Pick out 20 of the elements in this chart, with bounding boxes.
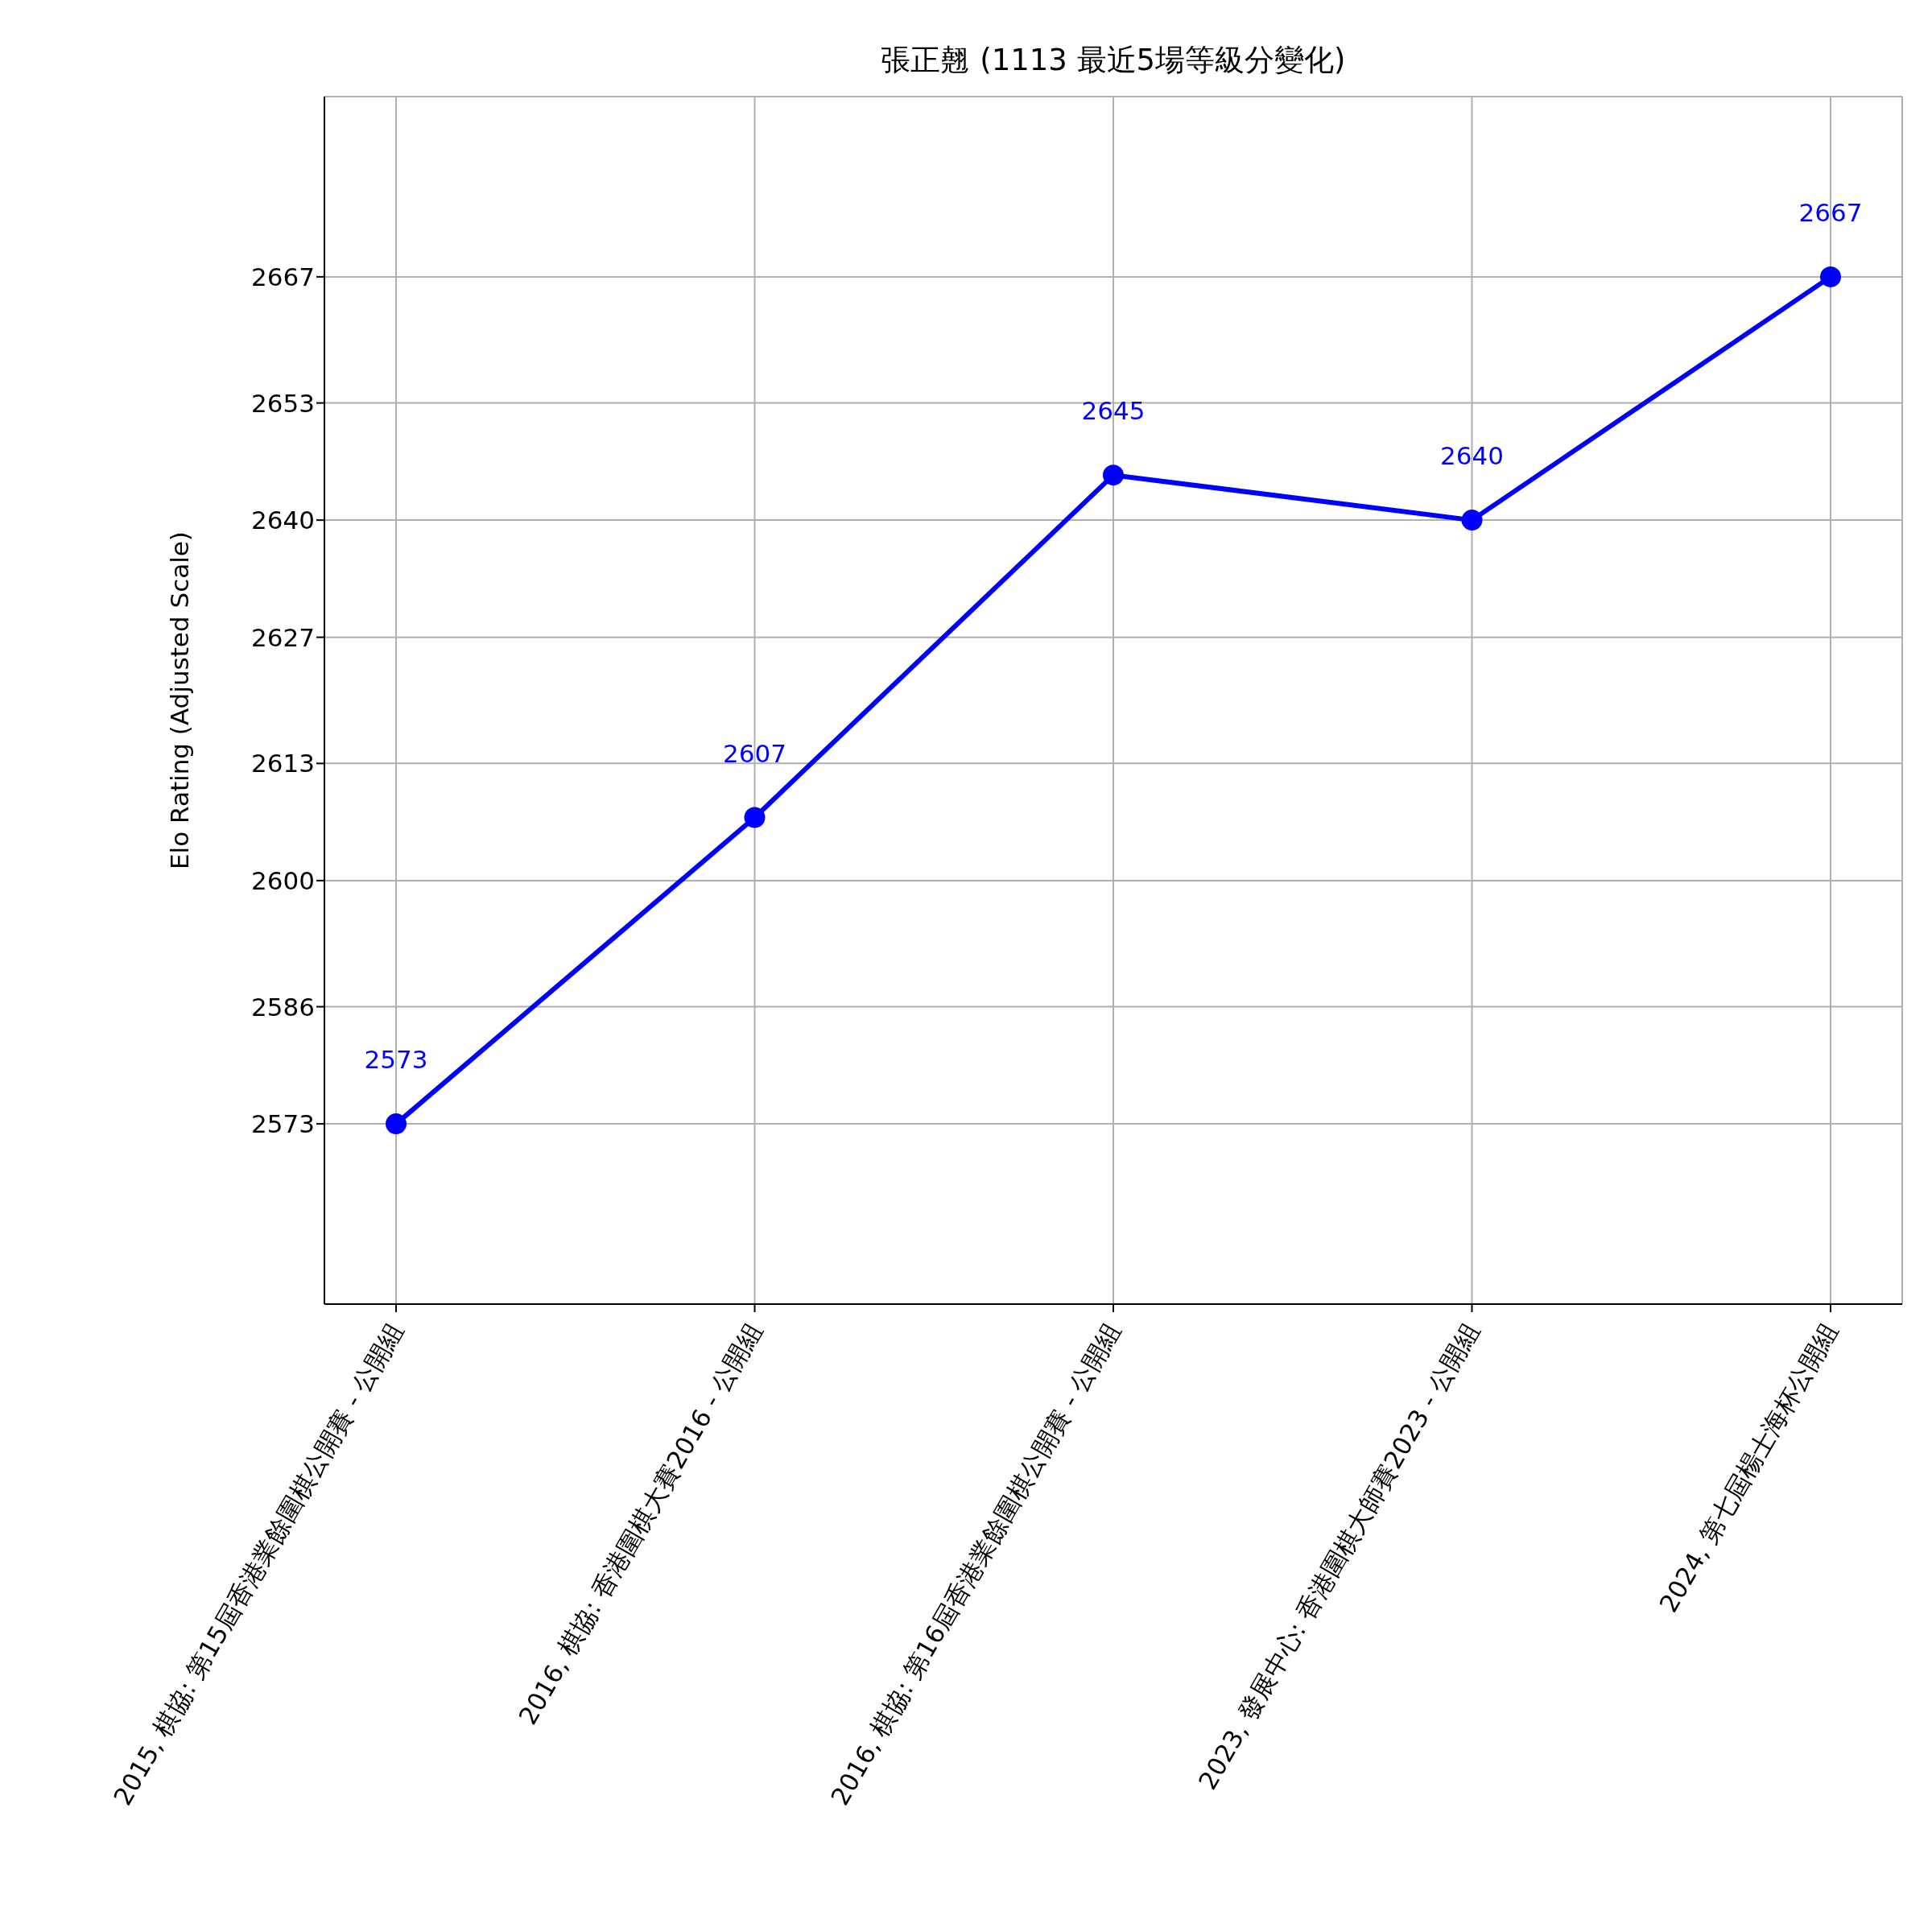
y-tick-label: 2586 xyxy=(251,992,315,1022)
point xyxy=(1103,464,1124,486)
data-label: 2667 xyxy=(1798,197,1863,227)
data-label: 2573 xyxy=(364,1045,428,1075)
y-tick-label: 2573 xyxy=(251,1109,315,1139)
data-label: 2607 xyxy=(723,738,786,768)
data-label: 2645 xyxy=(1081,396,1146,426)
y-axis-title: Elo Rating (Adjusted Scale) xyxy=(165,531,195,869)
point xyxy=(1461,510,1483,531)
point xyxy=(386,1113,407,1135)
chart-title: 張正翹 (1113 最近5場等級分變化) xyxy=(880,42,1347,79)
y-tick-label: 2613 xyxy=(251,749,315,778)
y-tick-label: 2653 xyxy=(251,388,315,418)
y-tick-label: 2600 xyxy=(251,865,315,895)
y-tick-label: 2627 xyxy=(251,622,315,652)
y-tick-label: 2667 xyxy=(251,262,315,291)
data-label: 2640 xyxy=(1440,441,1504,471)
point xyxy=(1820,266,1841,287)
point xyxy=(744,807,766,828)
y-tick-label: 2640 xyxy=(251,506,315,535)
